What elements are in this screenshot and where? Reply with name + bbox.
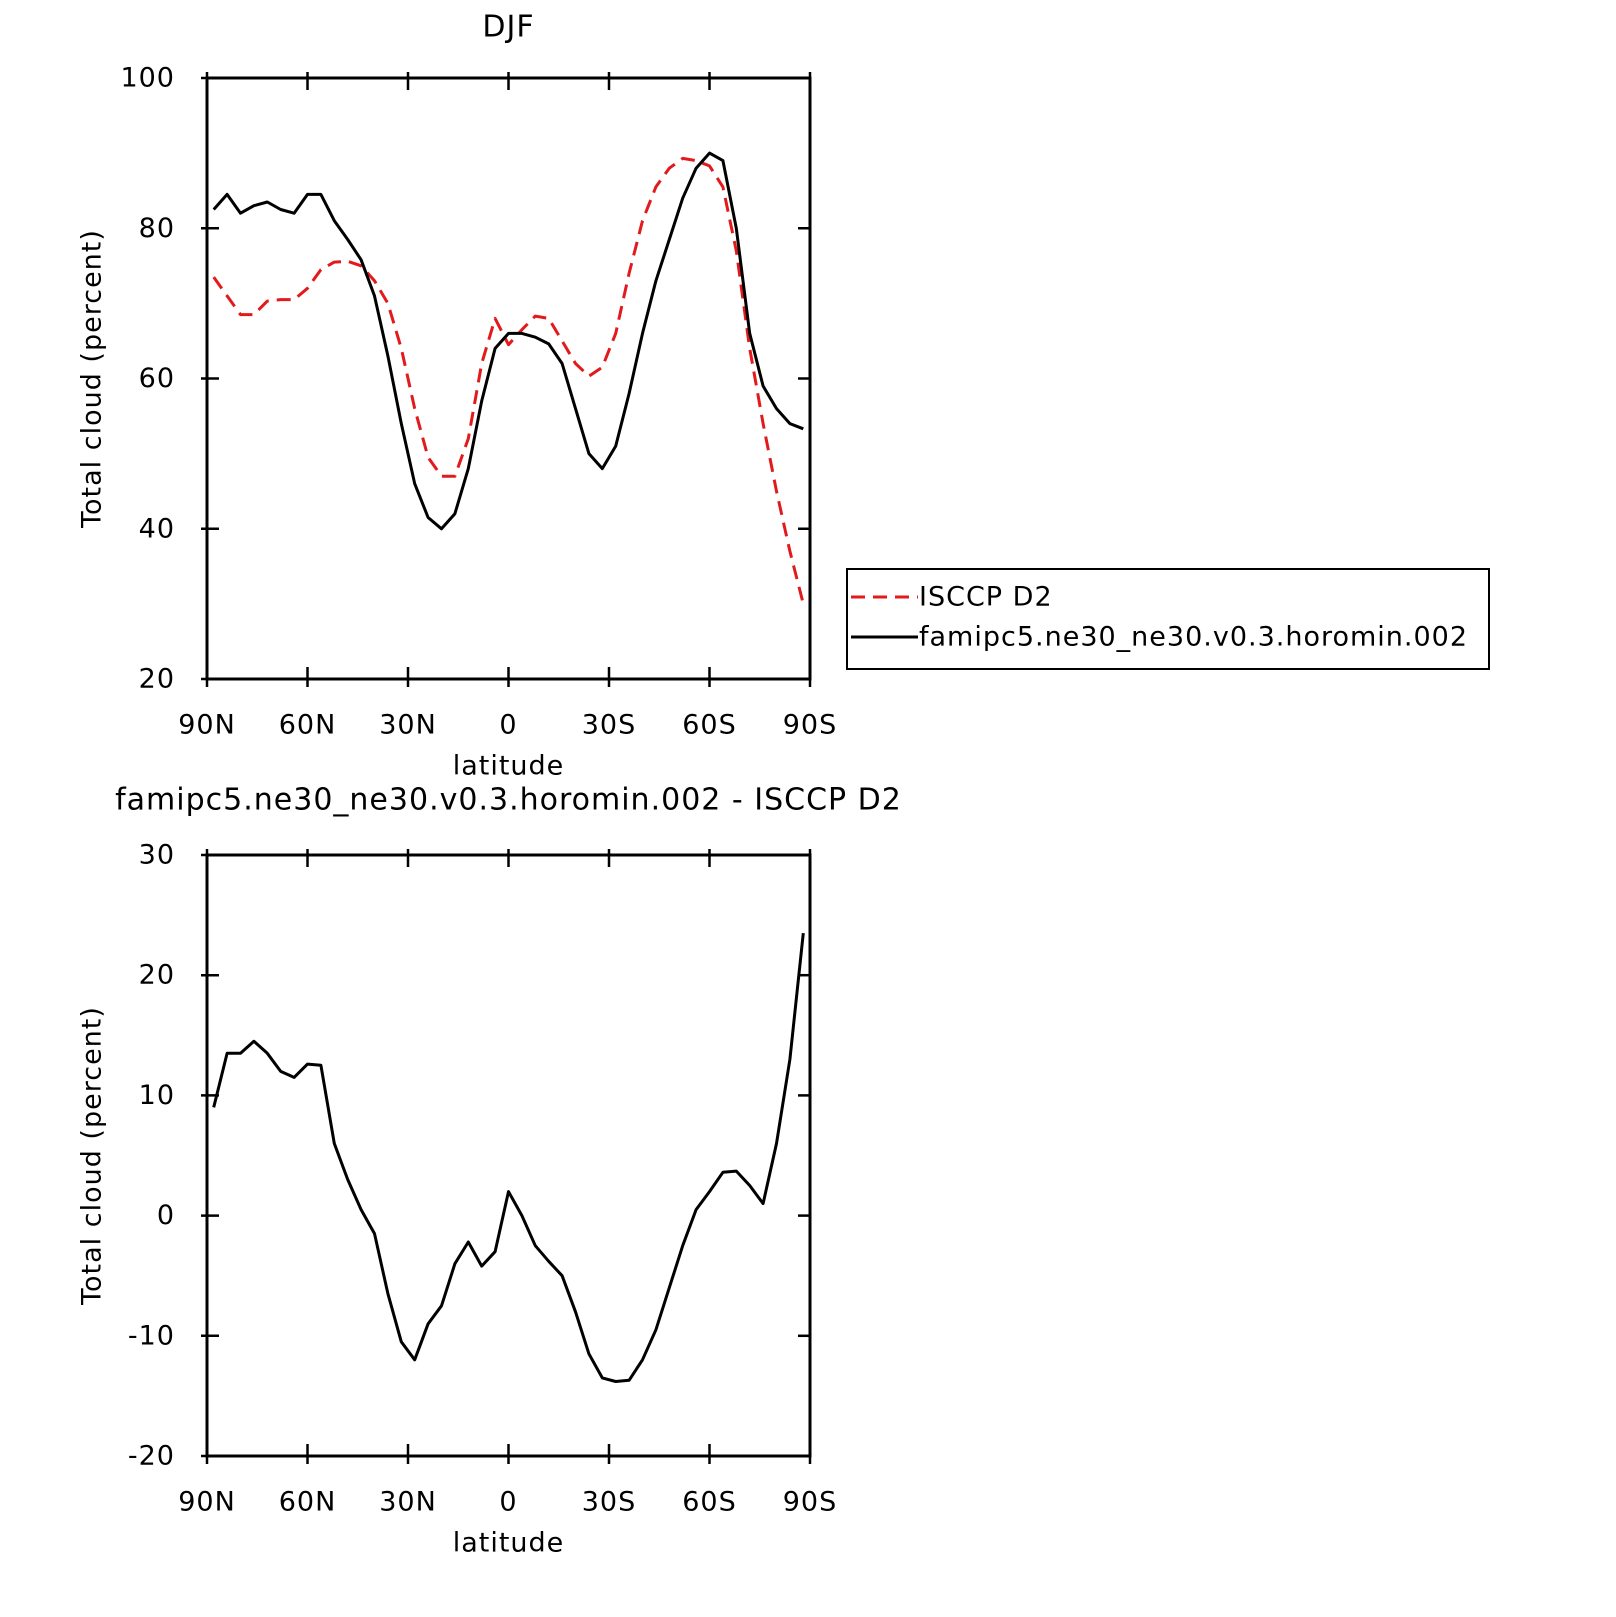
y-tick-label: 0 xyxy=(157,1200,175,1231)
y-tick-label: 60 xyxy=(139,363,175,394)
data-line xyxy=(212,156,805,605)
x-axis-label: latitude xyxy=(453,751,565,782)
x-tick-label: 30N xyxy=(379,710,437,741)
y-axis-label: Total cloud (percent) xyxy=(77,1006,108,1306)
x-tick-label: 30S xyxy=(582,710,637,741)
x-tick-label: 90N xyxy=(178,710,236,741)
y-tick-label: 40 xyxy=(139,513,175,544)
x-tick-label: 30N xyxy=(379,1487,437,1518)
data-line xyxy=(212,151,804,531)
x-tick-label: 90S xyxy=(783,1487,838,1518)
y-tick-label: 80 xyxy=(139,213,175,244)
legend-box xyxy=(846,568,1490,670)
x-tick-label: 0 xyxy=(499,1487,517,1518)
plot-frame xyxy=(205,853,812,1458)
x-axis-label: latitude xyxy=(453,1528,565,1559)
y-tick-label: 100 xyxy=(120,63,175,94)
x-tick-label: 90N xyxy=(178,1487,236,1518)
legend-label: ISCCP D2 xyxy=(919,582,1053,613)
y-tick-label: 10 xyxy=(139,1080,175,1111)
y-axis-label: Total cloud (percent) xyxy=(77,229,108,529)
x-tick-label: 60S xyxy=(682,1487,737,1518)
legend-label: famipc5.ne30_ne30.v0.3.horomin.002 xyxy=(919,622,1468,653)
x-tick-label: 60N xyxy=(279,710,337,741)
data-line xyxy=(212,932,805,1383)
y-tick-label: -10 xyxy=(128,1320,175,1351)
y-tick-label: -20 xyxy=(128,1441,175,1472)
chart-title: DJF xyxy=(482,10,534,45)
y-tick-label: 20 xyxy=(139,664,175,695)
x-tick-label: 30S xyxy=(582,1487,637,1518)
x-tick-label: 60N xyxy=(279,1487,337,1518)
plot-frame xyxy=(205,76,812,681)
x-tick-label: 0 xyxy=(499,710,517,741)
x-tick-label: 60S xyxy=(682,710,737,741)
x-tick-label: 90S xyxy=(783,710,838,741)
y-tick-label: 20 xyxy=(139,960,175,991)
chart-title: famipc5.ne30_ne30.v0.3.horomin.002 - ISC… xyxy=(115,783,902,818)
y-tick-label: 30 xyxy=(139,840,175,871)
